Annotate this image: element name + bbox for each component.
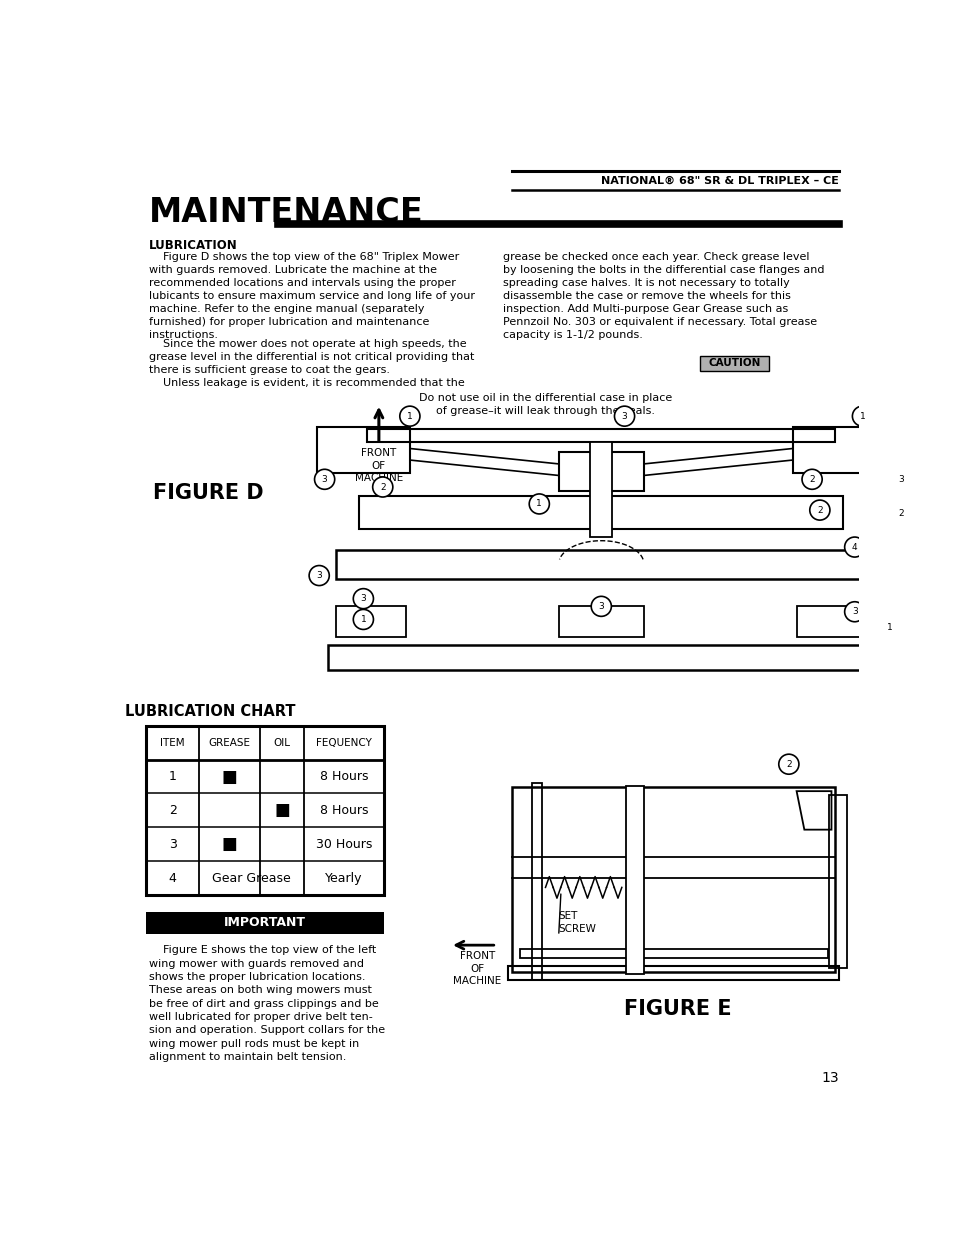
- Text: 4: 4: [169, 872, 176, 884]
- Text: 3: 3: [316, 571, 322, 580]
- Text: 1: 1: [859, 411, 864, 421]
- Text: Yearly: Yearly: [325, 872, 362, 884]
- Bar: [335, 606, 406, 637]
- Text: SET
SCREW: SET SCREW: [558, 911, 596, 934]
- Bar: [316, 427, 410, 473]
- Text: ITEM: ITEM: [160, 737, 185, 747]
- Text: CAUTION: CAUTION: [708, 358, 760, 368]
- Text: 3: 3: [621, 411, 627, 421]
- Text: grease be checked once each year. Check grease level
by loosening the bolts in t: grease be checked once each year. Check …: [502, 252, 823, 341]
- Circle shape: [399, 406, 419, 426]
- Circle shape: [353, 609, 373, 630]
- Text: 4: 4: [851, 542, 857, 552]
- Text: FIGURE E: FIGURE E: [623, 999, 731, 1019]
- Text: 1: 1: [407, 411, 413, 421]
- Bar: [700, 356, 768, 370]
- Text: 3: 3: [169, 837, 176, 851]
- Bar: [590, 442, 612, 537]
- Text: Since the mower does not operate at high speeds, the
grease level in the differe: Since the mower does not operate at high…: [149, 340, 474, 375]
- Text: 8 Hours: 8 Hours: [319, 769, 368, 783]
- Text: 13: 13: [821, 1071, 839, 1086]
- Text: FEQUENCY: FEQUENCY: [315, 737, 372, 747]
- Bar: [146, 911, 383, 934]
- Text: 1: 1: [169, 769, 176, 783]
- Text: 3: 3: [360, 594, 366, 603]
- Text: 2: 2: [816, 505, 821, 515]
- Text: 2: 2: [785, 760, 791, 768]
- Text: 8 Hours: 8 Hours: [319, 804, 368, 816]
- Text: FIGURE D: FIGURE D: [152, 483, 263, 503]
- Circle shape: [314, 469, 335, 489]
- Circle shape: [591, 597, 611, 616]
- Bar: [328, 645, 873, 671]
- Bar: [512, 787, 835, 972]
- Circle shape: [843, 601, 863, 621]
- Text: GREASE: GREASE: [208, 737, 250, 747]
- Bar: [508, 966, 839, 979]
- Text: ■: ■: [221, 835, 237, 853]
- Bar: [359, 496, 842, 530]
- Bar: [558, 606, 643, 637]
- Text: FRONT
OF
MACHINE: FRONT OF MACHINE: [453, 951, 501, 986]
- Bar: [532, 783, 541, 979]
- Circle shape: [890, 504, 910, 524]
- Text: 30 Hours: 30 Hours: [315, 837, 372, 851]
- Circle shape: [373, 477, 393, 496]
- Text: 3: 3: [851, 608, 857, 616]
- Circle shape: [778, 755, 798, 774]
- Text: NATIONAL® 68" SR & DL TRIPLEX – CE: NATIONAL® 68" SR & DL TRIPLEX – CE: [600, 175, 839, 185]
- Text: OIL: OIL: [274, 737, 291, 747]
- Text: Figure D shows the top view of the 68" Triplex Mower
with guards removed. Lubric: Figure D shows the top view of the 68" T…: [149, 252, 475, 341]
- Bar: [519, 948, 827, 958]
- Bar: [146, 726, 383, 895]
- Text: 3: 3: [898, 474, 903, 484]
- Text: 2: 2: [379, 483, 385, 492]
- Bar: [792, 427, 877, 473]
- Text: Unless leakage is evident, it is recommended that the: Unless leakage is evident, it is recomme…: [149, 378, 464, 388]
- Text: 2: 2: [169, 804, 176, 816]
- Circle shape: [809, 500, 829, 520]
- Text: 1: 1: [885, 622, 892, 631]
- Text: ■: ■: [221, 767, 237, 785]
- Text: IMPORTANT: IMPORTANT: [224, 916, 306, 929]
- Bar: [367, 430, 835, 442]
- Text: 1: 1: [360, 615, 366, 624]
- Bar: [335, 550, 865, 579]
- Circle shape: [801, 469, 821, 489]
- Text: 2: 2: [808, 474, 814, 484]
- Text: LUBRICATION: LUBRICATION: [149, 240, 237, 252]
- Text: 1: 1: [536, 499, 541, 509]
- Circle shape: [879, 618, 899, 637]
- Bar: [625, 785, 643, 973]
- Text: Do not use oil in the differential case in place
of grease–it will leak through : Do not use oil in the differential case …: [418, 393, 672, 416]
- Bar: [828, 795, 846, 968]
- Text: Figure E shows the top view of the left
wing mower with guards removed and
shows: Figure E shows the top view of the left …: [149, 945, 384, 1062]
- Text: 3: 3: [321, 474, 327, 484]
- Circle shape: [890, 469, 910, 489]
- Text: ■: ■: [274, 802, 290, 819]
- Bar: [558, 452, 643, 490]
- Text: 2: 2: [898, 510, 903, 519]
- Text: Gear Grease: Gear Grease: [213, 872, 291, 884]
- Circle shape: [843, 537, 863, 557]
- Circle shape: [309, 566, 329, 585]
- Bar: [796, 606, 865, 637]
- Circle shape: [529, 494, 549, 514]
- Text: FRONT
OF
MACHINE: FRONT OF MACHINE: [355, 448, 402, 483]
- Text: LUBRICATION CHART: LUBRICATION CHART: [125, 704, 295, 719]
- Text: MAINTENANCE: MAINTENANCE: [149, 196, 423, 228]
- Circle shape: [353, 589, 373, 609]
- Circle shape: [852, 406, 872, 426]
- Text: 3: 3: [598, 601, 603, 611]
- Circle shape: [614, 406, 634, 426]
